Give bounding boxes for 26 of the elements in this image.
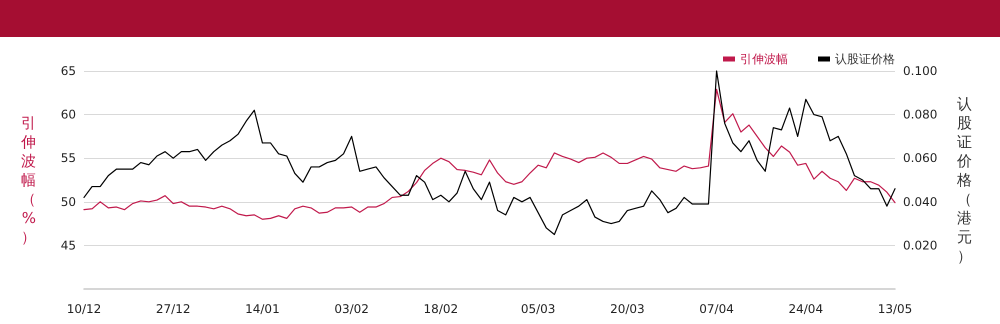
x-tick-label: 10/12 — [66, 302, 102, 316]
y2-tick-label: 0.020 — [903, 238, 938, 252]
y2-tick-label: 0.060 — [903, 151, 938, 166]
x-tick-label: 05/03 — [520, 302, 556, 316]
x-tick-label: 03/02 — [334, 302, 369, 316]
y-tick-label: 60 — [60, 108, 76, 122]
y-axis-title: 引伸波幅（%） — [20, 114, 36, 246]
legend-label: 引伸波幅 — [740, 52, 788, 66]
x-tick-label: 14/01 — [245, 302, 280, 316]
y-tick-label: 55 — [60, 151, 76, 166]
x-tick-label: 07/04 — [699, 302, 734, 316]
x-tick-label: 20/03 — [610, 302, 645, 316]
x-tick-label: 27/12 — [156, 302, 191, 316]
text: 认股证价格（港元） — [957, 95, 972, 265]
x-tick-label: 24/04 — [788, 302, 824, 316]
y-tick-label: 50 — [60, 194, 76, 209]
x-tick-label: 18/02 — [424, 302, 458, 316]
y2-tick-label: 0.040 — [903, 194, 938, 209]
x-tick-label: 13/05 — [878, 302, 912, 316]
line-series — [83, 88, 896, 220]
legend-label: 认股证价格 — [835, 52, 895, 66]
y-tick-label: 65 — [60, 64, 76, 78]
y2-tick-label: 0.100 — [903, 64, 938, 78]
y-tick-label: 45 — [60, 238, 76, 252]
line-series — [83, 70, 896, 236]
y2-tick-label: 0.080 — [903, 108, 938, 122]
